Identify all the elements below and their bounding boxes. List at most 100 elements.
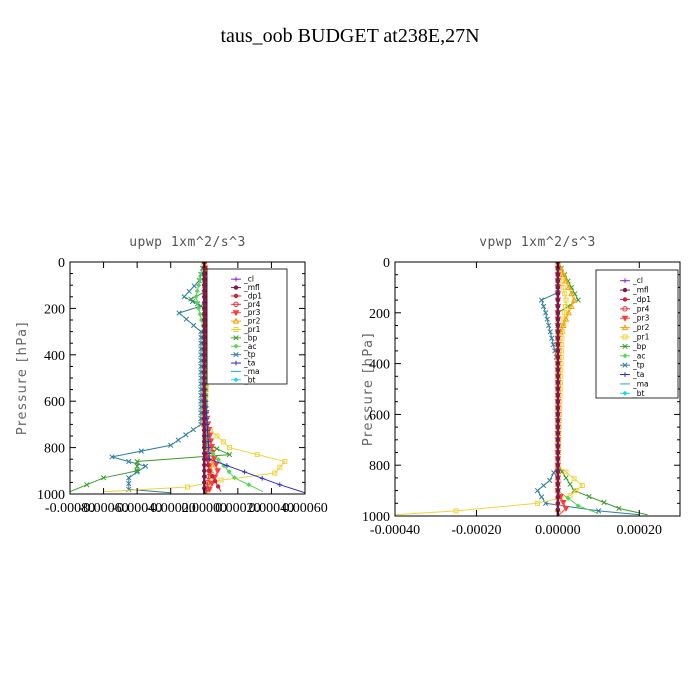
- series-point: [555, 393, 561, 398]
- series-point: [202, 451, 207, 456]
- series-point: [206, 445, 211, 450]
- y-tick-label: 400: [44, 349, 65, 364]
- series-point: [540, 482, 547, 489]
- series-point: [272, 470, 278, 476]
- series-point: [202, 468, 207, 473]
- series-point: [547, 477, 553, 484]
- series-point: [565, 495, 571, 501]
- series-point: [555, 285, 561, 290]
- legend-label: _pr4: [243, 300, 261, 309]
- series-point: [538, 297, 545, 303]
- series-point: [194, 288, 200, 294]
- legend-swatch-marker: [622, 306, 628, 312]
- legend-label: _dp1: [632, 295, 651, 304]
- series-point: [555, 291, 561, 296]
- series-point: [563, 475, 569, 481]
- series-point: [575, 503, 581, 509]
- series-point: [126, 480, 132, 487]
- legend-swatch-marker: [622, 390, 628, 396]
- series-point: [138, 448, 144, 454]
- x-tick-label: 0.00060: [282, 501, 328, 516]
- series-point: [191, 283, 197, 289]
- x-tick-label: -0.00060: [78, 501, 128, 516]
- series-point: [565, 283, 573, 290]
- series-point: [202, 323, 207, 328]
- series-point: [207, 456, 212, 462]
- y-tick-label: 400: [369, 358, 390, 373]
- legend-label: _tp: [243, 350, 256, 359]
- series-point: [202, 317, 207, 323]
- legend-label: _ma: [243, 367, 260, 376]
- series-point: [555, 278, 561, 284]
- y-tick-label: 1000: [362, 510, 390, 525]
- series-point: [186, 288, 192, 295]
- legend-swatch-marker: [232, 317, 240, 324]
- y-tick-label: 200: [369, 307, 390, 322]
- series-point: [259, 476, 265, 481]
- series-point: [567, 493, 573, 499]
- series-point: [194, 300, 200, 306]
- series-point: [214, 468, 222, 475]
- series-point: [185, 484, 190, 490]
- x-tick-label: 0.00000: [535, 523, 581, 538]
- series-point: [555, 355, 561, 360]
- series-point: [555, 304, 561, 309]
- x-tick-label: -0.00040: [370, 523, 420, 538]
- legend-swatch-marker: [233, 327, 239, 332]
- series-point: [202, 381, 207, 386]
- series-point: [202, 375, 207, 381]
- panel-title: upwp 1xm^2/s^3: [129, 235, 246, 250]
- series-point: [202, 288, 207, 294]
- series-point: [565, 309, 573, 316]
- legend-label: _pr1: [632, 333, 650, 342]
- series-point: [562, 310, 568, 316]
- series-point: [555, 380, 561, 385]
- series-point: [202, 439, 207, 444]
- x-tick-label: -0.00080: [45, 501, 95, 516]
- series-point: [215, 457, 221, 463]
- series-point: [562, 291, 568, 297]
- series-point: [126, 475, 132, 481]
- series-point: [202, 277, 207, 282]
- series-point: [555, 367, 561, 373]
- series-point: [202, 335, 207, 340]
- series-point: [207, 468, 212, 473]
- series-point: [212, 462, 220, 469]
- legend-swatch-marker: [232, 310, 240, 317]
- y-tick-label: 0: [58, 256, 65, 271]
- legend-label: _tp: [632, 361, 645, 370]
- y-axis-label: Pressure [hPa]: [15, 321, 30, 435]
- series-point: [220, 439, 226, 445]
- legend-swatch-marker: [622, 353, 628, 359]
- series-point: [176, 310, 182, 316]
- series-point: [202, 312, 207, 317]
- series-point: [555, 348, 561, 354]
- series-point: [232, 475, 237, 481]
- series-point: [601, 499, 607, 506]
- series-point: [202, 416, 207, 421]
- series-point: [555, 431, 561, 436]
- series-point: [190, 426, 197, 433]
- x-tick-label: -0.00020: [146, 501, 196, 516]
- series-point: [555, 266, 561, 271]
- series-point: [207, 438, 215, 445]
- series-point: [535, 500, 540, 506]
- legend-label: _ma: [632, 379, 649, 388]
- series-point: [202, 393, 207, 398]
- series-point: [555, 405, 561, 411]
- series-point: [277, 464, 283, 470]
- series-point: [202, 346, 207, 352]
- legend-label: _mfl: [243, 283, 260, 292]
- series-point: [568, 302, 575, 309]
- series-point: [563, 469, 569, 475]
- series-point: [210, 451, 216, 457]
- panel-title: vpwp 1xm^2/s^3: [479, 235, 596, 250]
- series-point: [211, 455, 218, 462]
- series-point: [226, 469, 232, 475]
- series-point: [183, 432, 189, 438]
- series-point: [202, 294, 207, 299]
- series-point: [206, 451, 212, 456]
- series-point: [202, 352, 207, 357]
- series-point: [202, 422, 207, 427]
- series-point: [555, 336, 561, 341]
